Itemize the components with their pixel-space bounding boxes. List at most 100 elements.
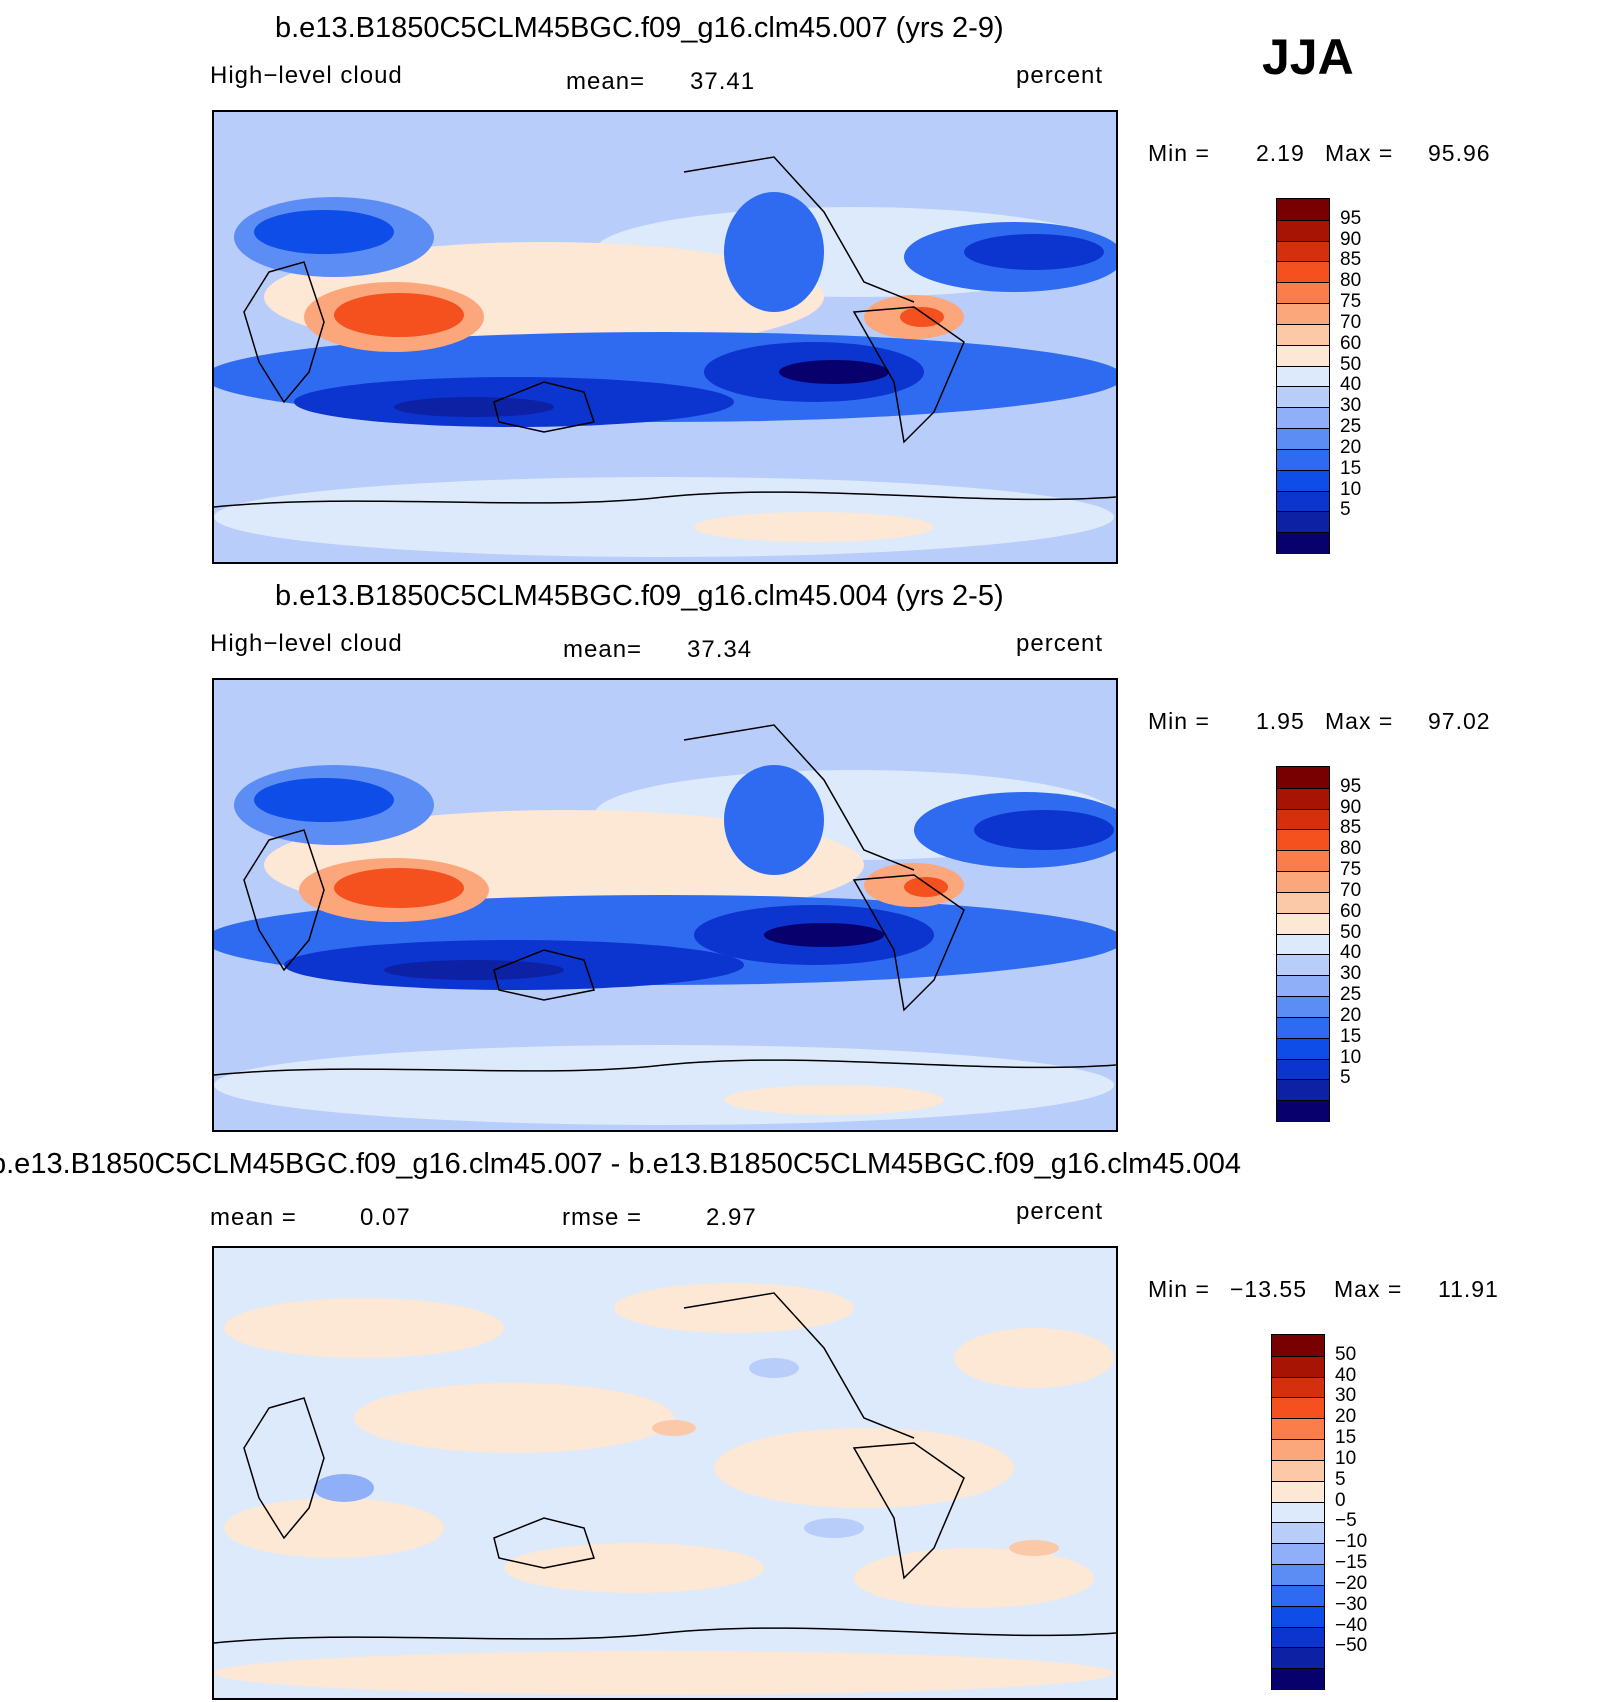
colorbar-tick-label: 20 [1340, 1004, 1362, 1026]
colorbar-segment [1277, 767, 1329, 789]
panel-3-rmse-value: 2.97 [706, 1204, 757, 1231]
colorbar-tick-label: 0 [1335, 1489, 1346, 1511]
colorbar-tick-label: 10 [1340, 1046, 1362, 1068]
colorbar-segment [1277, 428, 1329, 451]
colorbar-tick-label: 70 [1340, 879, 1362, 901]
colorbar-segment [1277, 933, 1329, 956]
colorbar-segment [1277, 303, 1329, 326]
colorbar-segment [1277, 829, 1329, 852]
colorbar-tick-label: 30 [1340, 395, 1362, 417]
colorbar-segment [1277, 996, 1329, 1019]
colorbar-tick-label: 90 [1340, 228, 1362, 250]
colorbar-segment [1272, 1584, 1324, 1608]
colorbar-tick-label: 5 [1340, 1067, 1351, 1089]
colorbar-segment [1277, 871, 1329, 894]
panel-3-map [212, 1246, 1118, 1700]
panel-1-colorbar [1276, 198, 1330, 555]
colorbar-tick-label: 90 [1340, 796, 1362, 818]
colorbar-segment [1277, 975, 1329, 998]
colorbar-tick-label: −50 [1335, 1635, 1368, 1657]
colorbar-tick-label: 20 [1335, 1406, 1357, 1428]
colorbar-tick-label: −5 [1335, 1510, 1357, 1532]
colorbar-segment [1272, 1522, 1324, 1545]
colorbar-segment [1272, 1501, 1324, 1524]
panel-3-max-value: 11.91 [1438, 1276, 1499, 1302]
panel-2-min-label: Min = [1148, 708, 1210, 734]
colorbar-tick-label: 5 [1340, 499, 1351, 521]
colorbar-segment [1277, 850, 1329, 873]
colorbar-tick-label: 25 [1340, 984, 1362, 1006]
colorbar-tick-label: 85 [1340, 817, 1362, 839]
panel-2-units-label: percent [1016, 630, 1104, 657]
colorbar-segment [1277, 261, 1329, 284]
colorbar-tick-label: −20 [1335, 1572, 1368, 1594]
colorbar-tick-label: 80 [1340, 838, 1362, 860]
colorbar-segment [1277, 891, 1329, 915]
season-label: JJA [1262, 29, 1354, 85]
colorbar-tick-label: 40 [1335, 1364, 1357, 1386]
colorbar-tick-label: 95 [1340, 775, 1362, 797]
colorbar-segment [1277, 1037, 1329, 1061]
panel-2-max-label: Max = [1325, 708, 1394, 734]
colorbar-tick-label: −10 [1335, 1531, 1368, 1553]
panel-1-title: b.e13.B1850C5CLM45BGC.f09_g16.clm45.007 … [275, 12, 1004, 44]
colorbar-tick-label: 15 [1335, 1427, 1357, 1449]
colorbar-tick-label: 85 [1340, 249, 1362, 271]
panel-2-mean-label: mean= [563, 636, 643, 663]
colorbar-tick-label: 70 [1340, 311, 1362, 333]
panel-3-title: b.e13.B1850C5CLM45BGC.f09_g16.clm45.007 … [0, 1148, 1242, 1180]
panel-3-min-label: Min = [1148, 1276, 1210, 1302]
colorbar-tick-label: 75 [1340, 859, 1362, 881]
panel-1-variable-label: High−level cloud [210, 62, 403, 89]
colorbar-tick-label: 30 [1340, 963, 1362, 985]
colorbar-tick-label: 30 [1335, 1385, 1357, 1407]
colorbar-segment [1272, 1355, 1324, 1379]
colorbar-tick-label: 15 [1340, 457, 1362, 479]
panel-2-colorbar [1276, 766, 1330, 1123]
panel-2-min-value: 1.95 [1256, 708, 1305, 734]
colorbar-segment [1277, 490, 1329, 513]
colorbar-tick-label: 40 [1340, 374, 1362, 396]
panel-1-mean-label: mean= [566, 68, 646, 95]
colorbar-segment [1272, 1335, 1324, 1357]
colorbar-segment [1272, 1626, 1324, 1649]
panel-2-variable-label: High−level cloud [210, 630, 403, 657]
panel-1-units-label: percent [1016, 62, 1104, 89]
colorbar-segment [1272, 1459, 1324, 1483]
panel-3-mean-value: 0.07 [360, 1204, 411, 1231]
colorbar-segment [1277, 365, 1329, 388]
colorbar-tick-label: 80 [1340, 270, 1362, 292]
colorbar-segment [1277, 912, 1329, 936]
colorbar-segment [1277, 199, 1329, 221]
panel-3-mean-label: mean = [210, 1204, 297, 1231]
colorbar-segment [1272, 1564, 1324, 1587]
colorbar-segment [1277, 219, 1329, 243]
colorbar-tick-label: 20 [1340, 436, 1362, 458]
panel-1-min-label: Min = [1148, 140, 1210, 166]
colorbar-segment [1272, 1439, 1324, 1462]
colorbar-segment [1277, 1079, 1329, 1102]
panel-3-max-label: Max = [1334, 1276, 1403, 1302]
colorbar-segment [1277, 344, 1329, 368]
colorbar-segment [1277, 787, 1329, 811]
colorbar-segment [1272, 1418, 1324, 1441]
colorbar-segment [1277, 1058, 1329, 1081]
colorbar-tick-label: 50 [1340, 353, 1362, 375]
colorbar-tick-label: 5 [1335, 1468, 1346, 1490]
colorbar-segment [1272, 1543, 1324, 1566]
panel-3-colorbar [1271, 1334, 1325, 1691]
colorbar-tick-label: −15 [1335, 1552, 1368, 1574]
colorbar-tick-label: 60 [1340, 332, 1362, 354]
colorbar-tick-label: 75 [1340, 291, 1362, 313]
colorbar-segment [1277, 532, 1329, 555]
colorbar-segment [1277, 386, 1329, 409]
colorbar-segment [1272, 1605, 1324, 1629]
panel-1-min-value: 2.19 [1256, 140, 1305, 166]
colorbar-tick-label: −30 [1335, 1593, 1368, 1615]
colorbar-segment [1272, 1480, 1324, 1504]
colorbar-tick-label: 95 [1340, 207, 1362, 229]
panel-1-mean-value: 37.41 [690, 68, 756, 95]
colorbar-segment [1272, 1647, 1324, 1670]
panel-2-max-value: 97.02 [1428, 708, 1491, 734]
colorbar-tick-label: −40 [1335, 1614, 1368, 1636]
